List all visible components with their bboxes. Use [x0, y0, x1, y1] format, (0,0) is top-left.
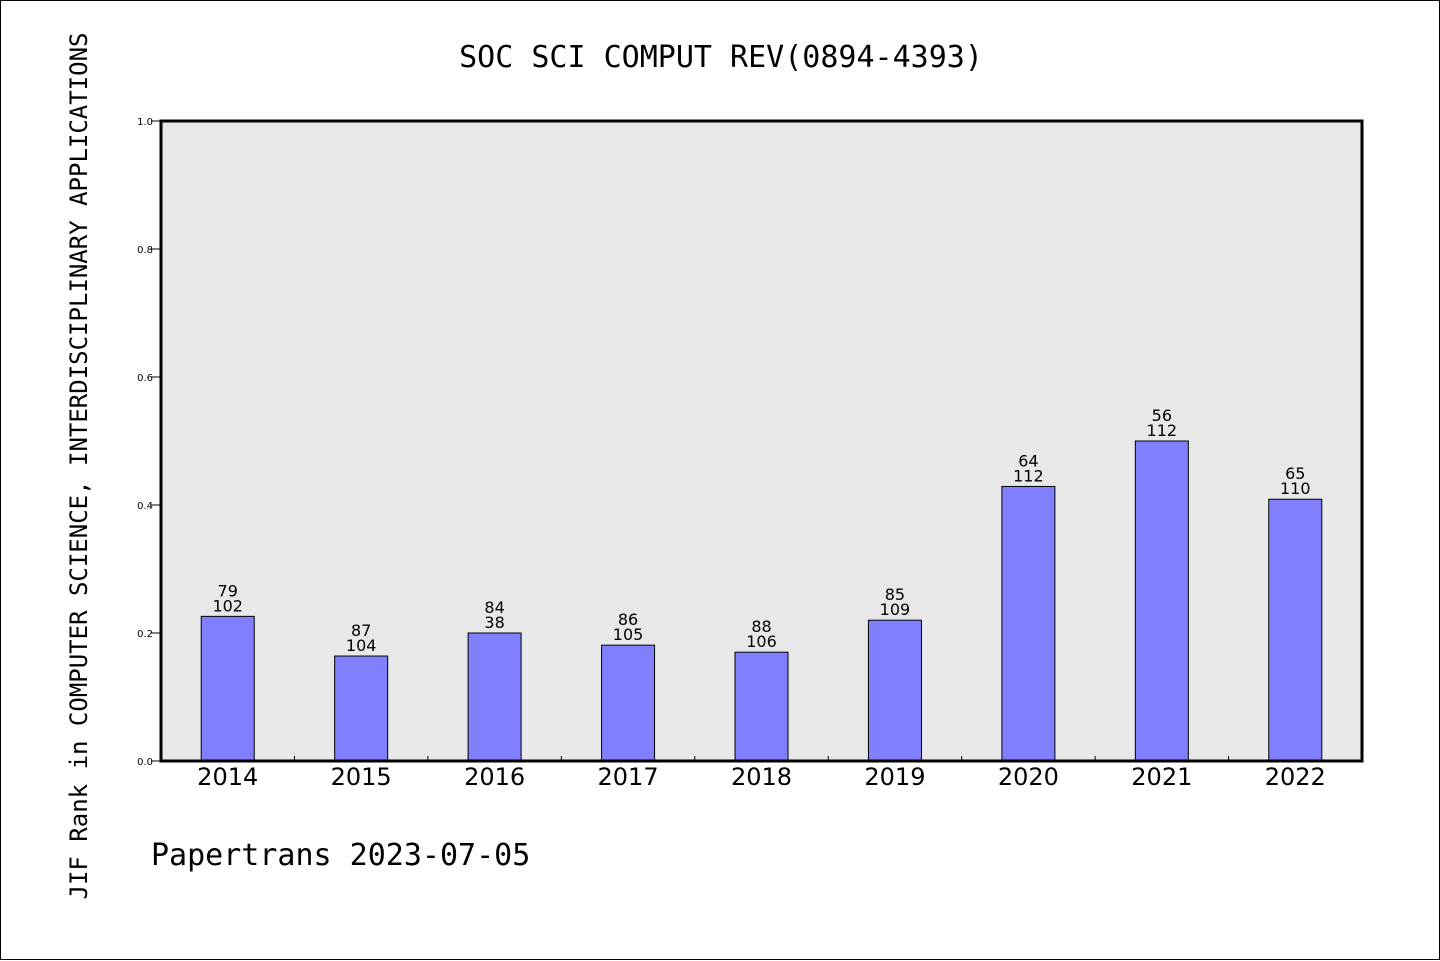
bar-2016 [467, 632, 522, 762]
y-tick-label: 0.4 [137, 501, 153, 512]
bar-rank-label: 88 [751, 617, 771, 636]
bar-rank-label: 84 [484, 598, 504, 617]
y-axis-ticks: 0.0 0.2 0.4 0.6 0.8 1.0 [137, 117, 161, 768]
bar-rank-label: 79 [218, 581, 238, 600]
bars-group [200, 440, 1323, 762]
bar-2019 [867, 619, 922, 762]
bar-rank-label: 64 [1018, 451, 1038, 470]
bar-total-label: 38 [484, 613, 504, 632]
bar-total-label: 104 [346, 636, 377, 655]
x-tick-label: 2015 [331, 763, 392, 791]
x-axis-ticks: 2014 2015 2016 2017 2018 2019 2020 2021 2022 [197, 756, 1326, 791]
bar-rank-label: 87 [351, 621, 371, 640]
bar-2018 [734, 651, 789, 762]
y-tick-label: 0.8 [137, 245, 153, 256]
bar-rank-label: 85 [885, 585, 905, 604]
bar-2014 [200, 615, 255, 762]
bar-rank-label: 65 [1285, 464, 1305, 483]
y-tick-label: 0.0 [137, 757, 153, 768]
bar-2020 [1001, 485, 1056, 762]
bar-2015 [334, 655, 389, 762]
bar-2022 [1268, 498, 1323, 762]
bar-rank-label: 86 [618, 610, 638, 629]
chart-title: SOC SCI COMPUT REV(0894-4393) [459, 40, 983, 75]
footer-credit: Papertrans 2023-07-05 [151, 838, 530, 873]
y-tick-label: 1.0 [137, 117, 153, 128]
bar-total-label: 105 [613, 625, 644, 644]
y-axis-label: JIF Rank in COMPUTER SCIENCE, INTERDISCI… [65, 33, 93, 900]
y-tick-label: 0.2 [137, 629, 153, 640]
x-tick-label: 2018 [731, 763, 792, 791]
x-tick-label: 2016 [464, 763, 525, 791]
bar-total-label: 109 [880, 600, 911, 619]
x-tick-label: 2014 [197, 763, 258, 791]
bar-total-label: 110 [1280, 479, 1311, 498]
bar-2021 [1134, 440, 1189, 762]
x-tick-label: 2022 [1265, 763, 1326, 791]
x-tick-label: 2020 [998, 763, 1059, 791]
x-tick-label: 2019 [864, 763, 925, 791]
bar-total-label: 112 [1013, 466, 1044, 485]
bar-rank-label: 56 [1152, 406, 1172, 425]
bar-total-label: 106 [746, 632, 777, 651]
y-tick-label: 0.6 [137, 373, 153, 384]
bar-total-label: 112 [1147, 421, 1178, 440]
bar-2017 [601, 644, 656, 762]
x-tick-label: 2017 [598, 763, 659, 791]
plot-border [159, 119, 1364, 763]
x-tick-label: 2021 [1131, 763, 1192, 791]
bar-total-label: 102 [212, 596, 243, 615]
